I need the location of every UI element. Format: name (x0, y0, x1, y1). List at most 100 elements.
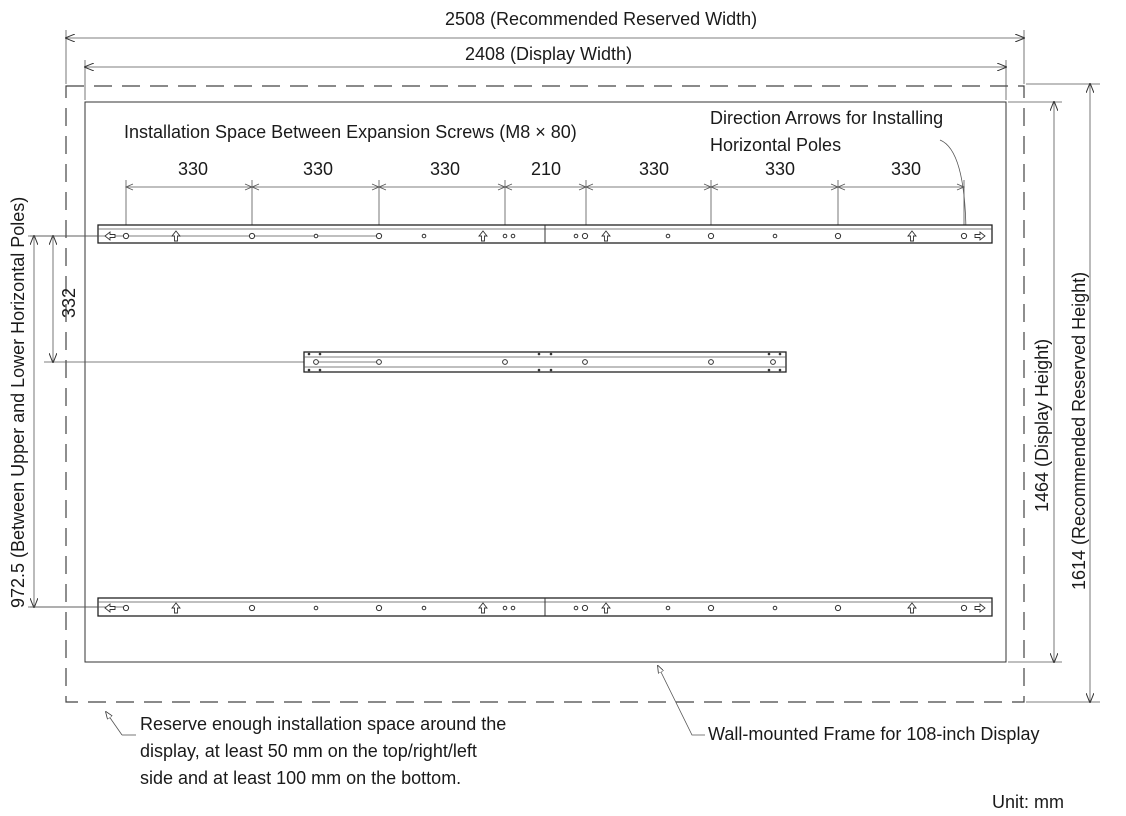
up-arrow-icon (601, 230, 611, 242)
mounting-hole (376, 359, 382, 365)
reserve-note: side and at least 100 mm on the bottom. (140, 768, 461, 788)
up-arrow-icon (171, 602, 181, 614)
mounting-hole (502, 359, 508, 365)
reserved-height-label: 1614 (Recommended Reserved Height) (1069, 272, 1089, 590)
screw-hole (122, 604, 130, 612)
dimension-arrow (956, 183, 966, 191)
mounting-hole (582, 359, 588, 365)
screw-hole (248, 604, 256, 612)
rivet-dot (767, 368, 771, 372)
bottom-horizontal-pole (30, 597, 993, 617)
right-arrow-icon (974, 231, 986, 241)
spacing-value: 330 (178, 159, 208, 179)
up-arrow-icon (171, 230, 181, 242)
rivet-dot (778, 368, 782, 372)
mounting-hole (573, 605, 579, 611)
reserved-height-dimension: 1614 (Recommended Reserved Height) (1026, 84, 1100, 702)
mounting-hole (421, 605, 427, 611)
mounting-hole (772, 233, 778, 239)
reserved-width-label: 2508 (Recommended Reserved Width) (445, 9, 757, 29)
rivet-dot (767, 352, 771, 356)
display-frame (84, 101, 1007, 663)
dimension-arrow (124, 183, 134, 191)
mounting-hole (313, 605, 319, 611)
dimension-arrow (377, 183, 387, 191)
mounting-hole (573, 233, 579, 239)
up-arrow-icon (907, 230, 917, 242)
dimension-arrow (503, 183, 513, 191)
up-arrow-icon (601, 602, 611, 614)
screw-hole (248, 232, 256, 240)
screw-hole (707, 232, 715, 240)
mounting-hole (313, 359, 319, 365)
right-arrow-icon (974, 603, 986, 613)
direction-arrows-leader (939, 139, 966, 232)
reserve-note: display, at least 50 mm on the top/right… (140, 741, 477, 761)
reserve-note: Reserve enough installation space around… (140, 714, 506, 734)
screw-hole (581, 604, 589, 612)
reserved-width-dimension: 2508 (Recommended Reserved Width) (66, 9, 1024, 84)
middle-horizontal-pole (303, 351, 787, 373)
mounting-hole (510, 233, 516, 239)
spacing-value: 210 (531, 159, 561, 179)
spacing-value: 330 (430, 159, 460, 179)
dimension-arrow (836, 183, 846, 191)
spacing-value: 330 (639, 159, 669, 179)
frame-label-leader (658, 666, 705, 736)
rivet-dot (307, 352, 311, 356)
mounting-hole (502, 605, 508, 611)
mounting-hole (421, 233, 427, 239)
mounting-hole (772, 605, 778, 611)
between-poles-label: 972.5 (Between Upper and Lower Horizonta… (8, 197, 28, 608)
mounting-hole (502, 233, 508, 239)
top-horizontal-pole (30, 224, 993, 244)
direction-arrows-label: Direction Arrows for Installing (710, 108, 943, 128)
direction-arrows-label: Horizontal Poles (710, 135, 841, 155)
spacing-value: 330 (765, 159, 795, 179)
reserved-space-outline (65, 85, 1025, 703)
left-arrow-icon (104, 231, 116, 241)
up-arrow-icon (478, 230, 488, 242)
spacing-value: 330 (303, 159, 333, 179)
screw-hole (834, 232, 842, 240)
rivet-dot (318, 368, 322, 372)
rivet-dot (318, 352, 322, 356)
dimension-arrow (584, 183, 594, 191)
unit-label: Unit: mm (992, 792, 1064, 812)
display-height-label: 1464 (Display Height) (1032, 339, 1052, 512)
mounting-hole (313, 233, 319, 239)
screw-hole (960, 604, 968, 612)
rivet-dot (549, 368, 553, 372)
up-arrow-icon (478, 602, 488, 614)
middle-offset-label: 332 (59, 288, 79, 318)
mounting-hole (770, 359, 776, 365)
dimension-arrow (709, 183, 719, 191)
screw-hole (375, 604, 383, 612)
rivet-dot (778, 352, 782, 356)
rivet-dot (307, 368, 311, 372)
display-width-label: 2408 (Display Width) (465, 44, 632, 64)
spacing-value: 330 (891, 159, 921, 179)
screw-hole (960, 232, 968, 240)
mounting-hole (665, 233, 671, 239)
rivet-dot (549, 352, 553, 356)
dimension-arrow (250, 183, 260, 191)
frame-label: Wall-mounted Frame for 108-inch Display (708, 724, 1039, 744)
mounting-hole (665, 605, 671, 611)
rivet-dot (537, 368, 541, 372)
up-arrow-icon (907, 602, 917, 614)
installation-space-label: Installation Space Between Expansion Scr… (124, 122, 577, 142)
middle-offset-dimension: 332 (44, 236, 306, 362)
reserve-note-leader (106, 712, 123, 736)
left-arrow-icon (104, 603, 116, 613)
mounting-hole (708, 359, 714, 365)
rivet-dot (537, 352, 541, 356)
screw-hole (834, 604, 842, 612)
mounting-hole (510, 605, 516, 611)
screw-hole (122, 232, 130, 240)
screw-hole (375, 232, 383, 240)
screw-hole (581, 232, 589, 240)
screw-hole (707, 604, 715, 612)
display-width-dimension: 2408 (Display Width) (85, 44, 1006, 100)
